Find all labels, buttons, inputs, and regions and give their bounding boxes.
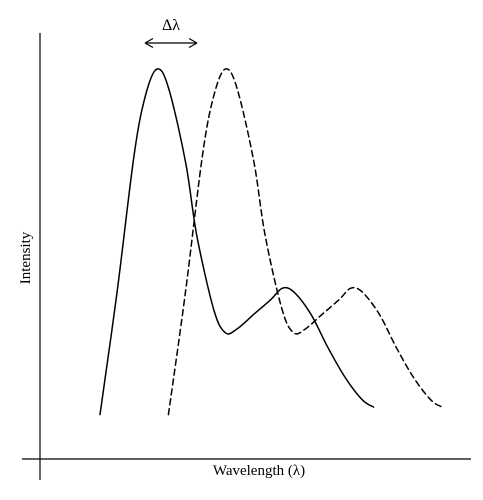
- shift-arrow: [144, 37, 198, 49]
- series-solid-line: [99, 68, 375, 416]
- x-axis-label: Wavelength (λ): [213, 463, 305, 479]
- series-group: [99, 68, 443, 416]
- delta-lambda-annotation: Δλ: [162, 17, 180, 34]
- y-axis-label: Intensity: [18, 231, 34, 284]
- series-dashed-line: [167, 68, 443, 416]
